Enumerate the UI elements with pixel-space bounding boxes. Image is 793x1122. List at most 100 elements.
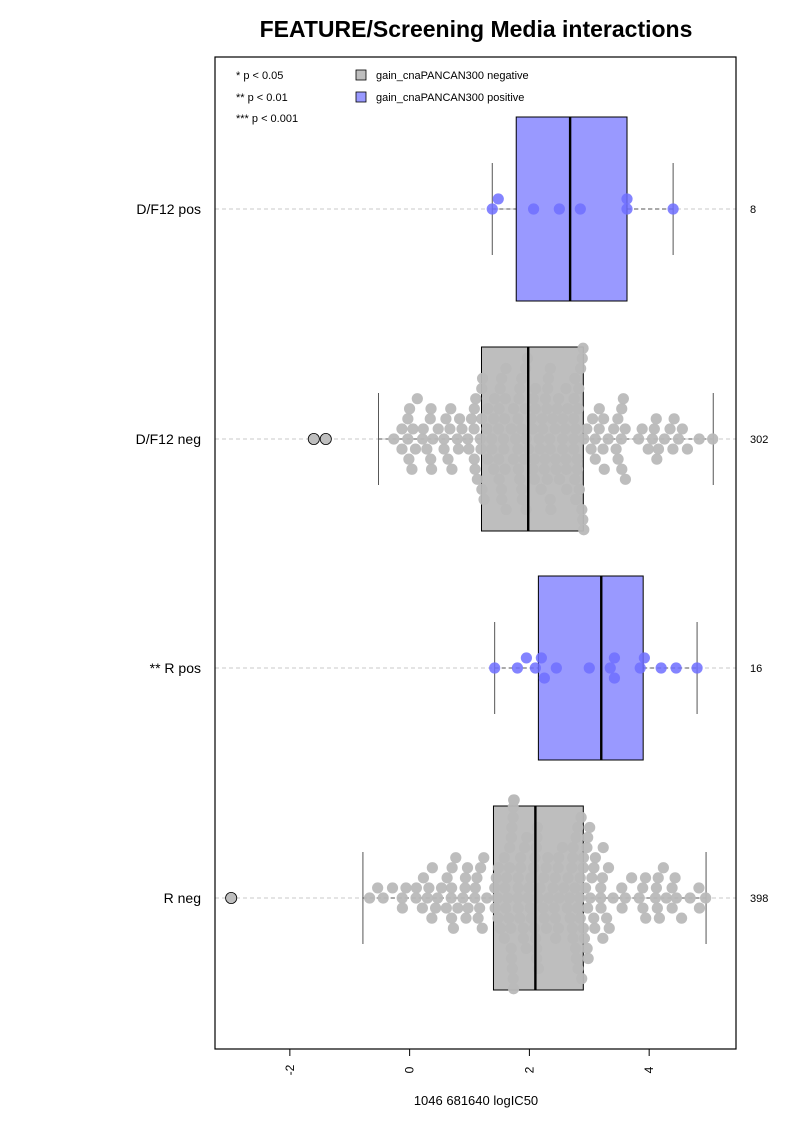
- data-point: [492, 193, 504, 205]
- data-point: [531, 821, 543, 834]
- data-point: [570, 952, 582, 965]
- data-point: [615, 433, 627, 445]
- data-point: [541, 403, 553, 415]
- data-point: [612, 453, 624, 465]
- data-point: [660, 892, 672, 904]
- data-point: [579, 882, 592, 894]
- data-point: [452, 902, 464, 914]
- data-point: [593, 423, 605, 435]
- x-tick-label: 0: [403, 1066, 417, 1073]
- data-point: [619, 423, 631, 435]
- data-point: [417, 872, 430, 884]
- data-point: [506, 962, 518, 975]
- data-point: [427, 433, 439, 445]
- data-point: [447, 922, 460, 934]
- data-point: [667, 203, 679, 215]
- data-point: [502, 892, 514, 904]
- data-point: [505, 952, 518, 965]
- data-point: [496, 493, 508, 506]
- data-point: [681, 443, 694, 455]
- data-point: [476, 383, 488, 395]
- data-point: [588, 862, 600, 874]
- data-point: [440, 413, 452, 425]
- data-point: [505, 922, 517, 934]
- data-point: [617, 393, 629, 405]
- data-point: [478, 852, 490, 864]
- data-point: [670, 892, 682, 904]
- data-point: [545, 503, 557, 516]
- data-point: [550, 662, 562, 674]
- data-point: [469, 463, 481, 475]
- data-point: [528, 862, 540, 874]
- data-point: [561, 902, 573, 914]
- data-point: [489, 902, 501, 914]
- data-point: [577, 852, 590, 864]
- data-point: [512, 902, 524, 914]
- data-point: [531, 952, 543, 965]
- data-point: [503, 862, 516, 874]
- data-point: [469, 882, 481, 894]
- data-point: [544, 433, 556, 445]
- data-point: [493, 453, 505, 465]
- data-point: [553, 852, 565, 864]
- data-point: [575, 811, 587, 823]
- data-point: [438, 433, 450, 445]
- data-point: [516, 493, 528, 506]
- group-count: 302: [750, 434, 768, 446]
- data-point: [406, 463, 418, 475]
- data-point: [471, 473, 483, 485]
- data-point: [512, 413, 524, 425]
- data-point: [510, 433, 522, 445]
- data-point: [578, 433, 590, 445]
- group-label: D/F12 neg: [136, 431, 201, 447]
- data-point: [626, 872, 638, 884]
- data-point: [459, 882, 471, 894]
- data-point: [512, 443, 524, 455]
- data-point: [494, 383, 506, 395]
- legend-swatch-negative: [355, 69, 367, 81]
- data-point: [459, 872, 472, 884]
- data-point: [633, 433, 645, 445]
- data-point: [563, 892, 576, 904]
- data-point: [495, 372, 508, 385]
- data-point: [504, 842, 516, 854]
- data-point: [425, 403, 437, 415]
- data-point: [536, 413, 548, 425]
- legend-sig-1: * p < 0.05: [236, 70, 283, 82]
- legend-swatch-positive: [355, 91, 367, 103]
- outlier-point: [225, 892, 238, 905]
- data-point: [676, 423, 688, 435]
- data-point: [500, 902, 512, 914]
- data-point: [528, 453, 541, 465]
- data-point: [542, 383, 554, 395]
- data-point: [557, 413, 569, 425]
- data-point: [582, 831, 594, 844]
- data-point: [578, 524, 590, 536]
- data-point: [444, 423, 456, 435]
- data-point: [400, 882, 412, 894]
- data-point: [407, 423, 419, 435]
- data-point: [598, 413, 610, 425]
- data-point: [529, 383, 542, 395]
- data-point: [456, 423, 468, 435]
- data-point: [533, 433, 545, 445]
- data-point: [542, 372, 554, 385]
- data-point: [638, 652, 650, 664]
- x-axis-label: 1046 681640 logIC50: [414, 1093, 538, 1108]
- data-point: [577, 862, 589, 874]
- data-point: [653, 912, 665, 924]
- data-point: [409, 443, 422, 455]
- data-point: [529, 403, 541, 415]
- data-point: [619, 473, 632, 485]
- data-point: [649, 892, 662, 904]
- data-point: [494, 922, 506, 934]
- data-point: [569, 423, 582, 435]
- data-point: [497, 433, 510, 445]
- data-point: [445, 892, 457, 904]
- data-point: [544, 362, 556, 375]
- data-point: [507, 403, 520, 415]
- data-point: [457, 892, 469, 904]
- data-point: [589, 453, 601, 465]
- data-point: [377, 892, 389, 904]
- data-point: [410, 882, 422, 894]
